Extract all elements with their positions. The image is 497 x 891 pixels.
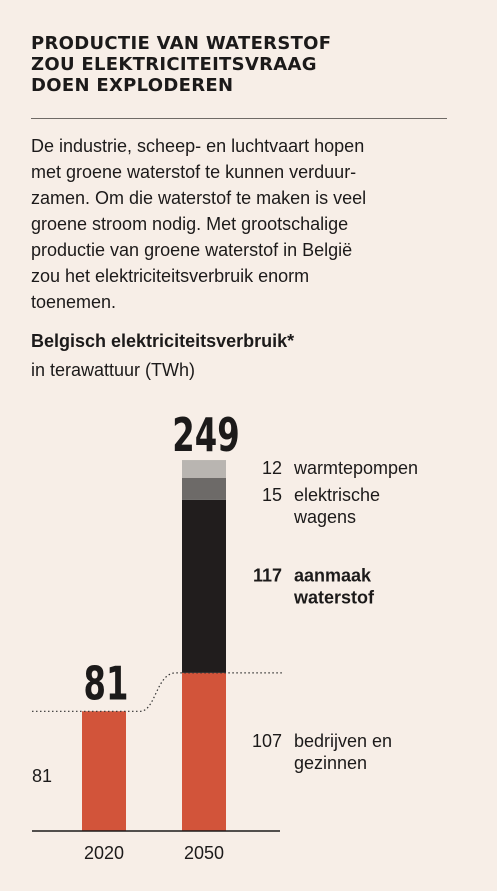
- legend-label-elektrische-wagens-line-1: elektrische: [294, 485, 380, 505]
- chart-title: Belgisch elektriciteitsverbruik*: [31, 331, 295, 351]
- intro-line-4: groene stroom nodig. Met grootschalige: [31, 214, 349, 234]
- legend-label-aanmaak-waterstof-line-2: waterstof: [293, 587, 375, 607]
- total-label-2050: 249: [172, 409, 239, 463]
- value-label-2050-bedrijven-en-gezinnen: 107: [252, 731, 282, 751]
- headline-line-2: ZOU ELEKTRICITEITSVRAAG: [31, 54, 317, 75]
- value-label-2020-bedrijven: 81: [32, 766, 52, 786]
- x-tick-label-2050: 2050: [184, 843, 224, 863]
- value-label-2050-warmtepompen: 12: [262, 458, 282, 478]
- headline-line-1: PRODUCTIE VAN WATERSTOF: [31, 33, 332, 54]
- bar-2050-bedrijven-en-gezinnen: [182, 672, 226, 831]
- intro-line-3: zamen. Om die waterstof te maken is veel: [31, 188, 367, 208]
- legend-label-bedrijven-en-gezinnen-line-2: gezinnen: [294, 753, 367, 773]
- intro-line-1: De industrie, scheep- en luchtvaart hope…: [31, 136, 365, 156]
- x-tick-label-2020: 2020: [84, 843, 124, 863]
- chart-subtitle: in terawattuur (TWh): [31, 360, 196, 380]
- value-label-2050-elektrische-wagens: 15: [262, 485, 282, 505]
- bar-2020-bedrijven-en-gezinnen: [82, 711, 126, 831]
- intro-line-2: met groene waterstof te kunnen verduur-: [31, 162, 357, 182]
- dotted-connector-line: [32, 672, 282, 712]
- intro-paragraph: De industrie, scheep- en luchtvaart hope…: [31, 133, 471, 315]
- headline: PRODUCTIE VAN WATERSTOF ZOU ELEKTRICITEI…: [31, 33, 451, 96]
- bar-2050-warmtepompen: [182, 460, 226, 478]
- legend-label-aanmaak-waterstof-line-1: aanmaak: [294, 565, 372, 585]
- value-label-2050-aanmaak-waterstof: 117: [253, 565, 282, 585]
- intro-line-6: zou het elektriciteitsverbruik enorm: [31, 266, 310, 286]
- headline-line-3: DOEN EXPLODEREN: [31, 75, 234, 96]
- legend-label-elektrische-wagens-line-2: wagens: [293, 507, 356, 527]
- intro-line-5: productie van groene waterstof in België: [31, 240, 353, 260]
- divider: [31, 118, 447, 119]
- legend-label-bedrijven-en-gezinnen-line-1: bedrijven en: [294, 731, 392, 751]
- legend-label-warmtepompen-line-1: warmtepompen: [293, 458, 418, 478]
- bar-2050-elektrische-wagens: [182, 477, 226, 500]
- bar-2050-aanmaak-waterstof: [182, 499, 226, 673]
- intro-line-7: toenemen.: [31, 292, 117, 312]
- total-label-2020: 81: [84, 657, 129, 711]
